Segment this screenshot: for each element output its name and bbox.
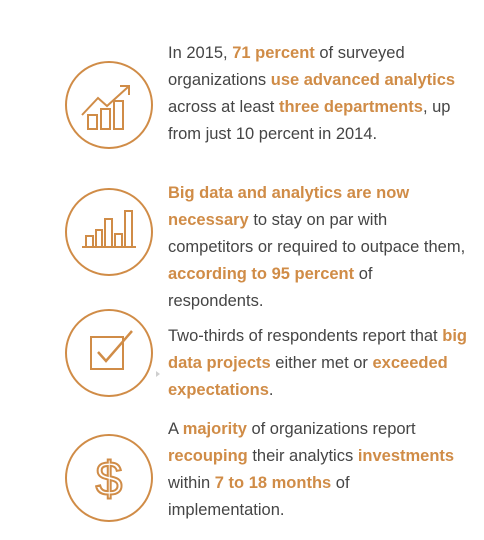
highlight-text: according to 95 percent — [168, 265, 355, 283]
highlight-text: majority — [182, 420, 247, 438]
body-text: Two-thirds of respondents report that — [168, 327, 443, 345]
checkbox-icon — [64, 308, 154, 398]
stat-text: A majority of organizations report recou… — [168, 416, 468, 524]
highlight-text: 71 percent — [232, 44, 315, 62]
body-text: of implementation. — [168, 474, 350, 519]
highlight-text: exceeded expectations — [168, 354, 448, 399]
stat-text: Big data and analytics are now necessary… — [168, 180, 468, 315]
highlight-text: Big data and analytics are now necessary — [168, 184, 410, 229]
highlight-text: big data projects — [168, 327, 467, 372]
highlight-text: use advanced analytics — [270, 71, 456, 89]
body-text: of organizations report — [246, 420, 416, 438]
body-text: across at least — [168, 98, 279, 116]
highlight-text: 7 to 18 months — [214, 474, 332, 492]
body-text: either met or — [270, 354, 373, 372]
highlight-text: investments — [357, 447, 455, 465]
growth-bar-chart-icon — [64, 60, 154, 150]
body-text: In 2015, — [168, 44, 233, 62]
body-text: . — [268, 381, 274, 399]
body-text: within — [168, 474, 215, 492]
dollar-icon: $ — [64, 433, 154, 523]
highlight-text: recouping — [168, 447, 248, 465]
stat-text: Two-thirds of respondents report that bi… — [168, 323, 468, 404]
stat-text: In 2015, 71 percent of surveyed organiza… — [168, 40, 468, 148]
svg-text:$: $ — [96, 453, 123, 506]
arrow-marker — [156, 371, 160, 377]
bar-chart-icon — [64, 187, 154, 277]
body-text: to stay on par with competitors or requi… — [168, 211, 466, 256]
body-text: , up from just 10 percent in 2014. — [168, 98, 451, 143]
highlight-text: three departments — [278, 98, 423, 116]
body-text: of surveyed organizations — [168, 44, 405, 89]
body-text: of respondents. — [168, 265, 373, 310]
body-text: their analytics — [247, 447, 358, 465]
body-text: A — [168, 420, 183, 438]
